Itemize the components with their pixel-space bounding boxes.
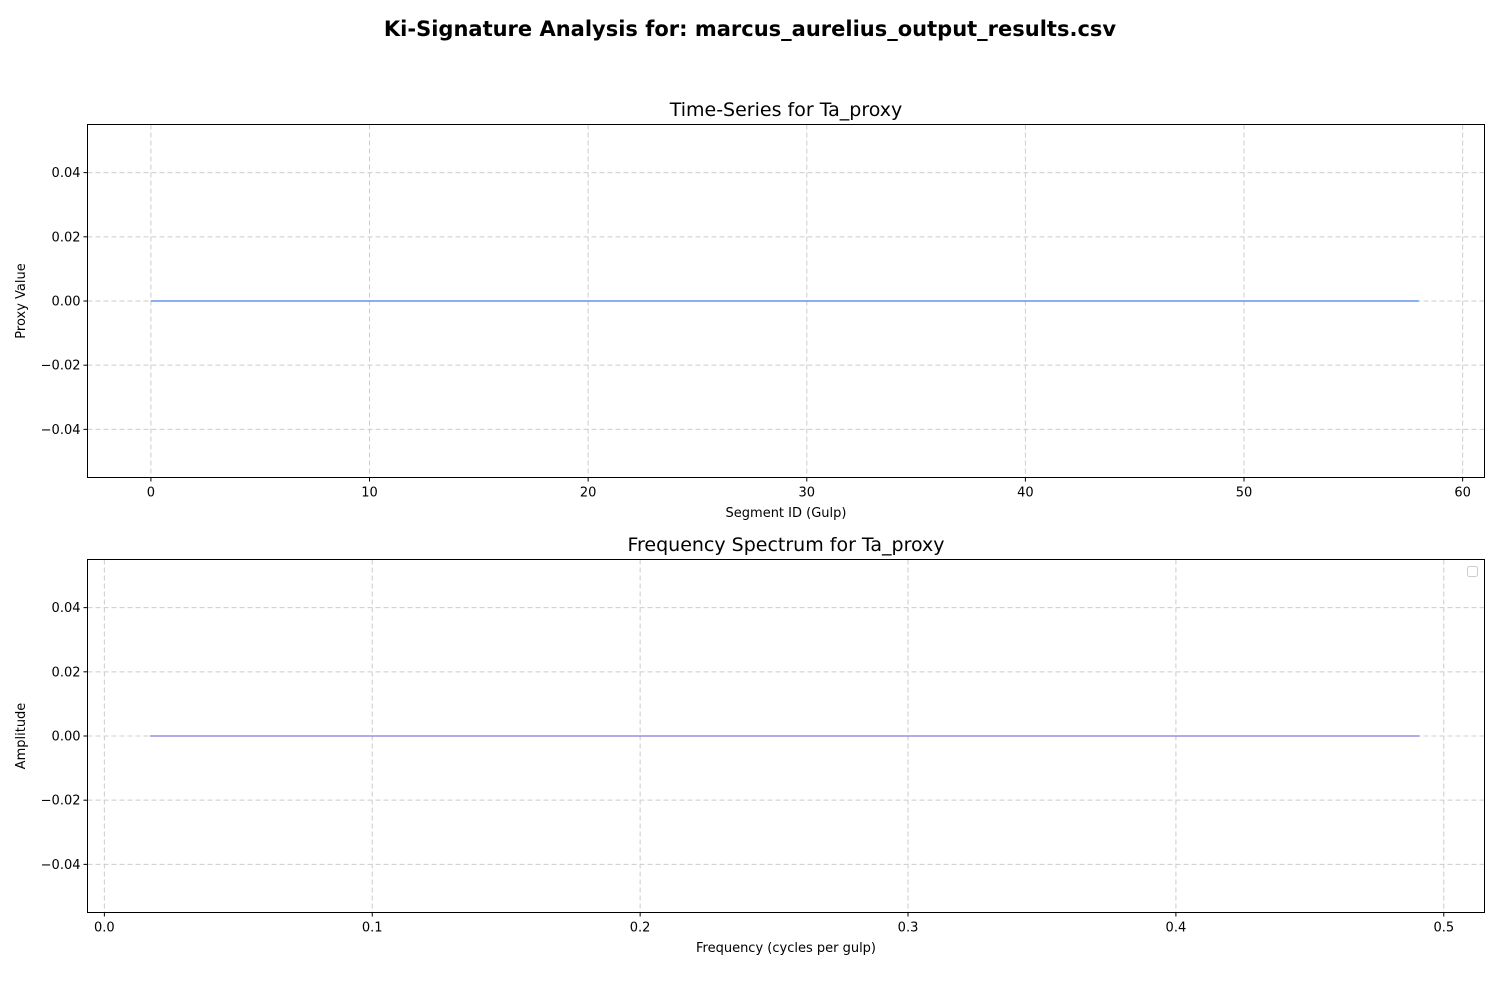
frequency-spectrum-x-tick-label: 0.5 bbox=[1433, 921, 1454, 936]
frequency-spectrum-y-tick-label: 0.02 bbox=[52, 665, 81, 680]
time-series-y-axis-label: Proxy Value bbox=[14, 263, 29, 338]
frequency-spectrum-y-tick-label: 0.00 bbox=[52, 730, 81, 745]
frequency-spectrum-x-tick-label: 0.0 bbox=[94, 921, 115, 936]
time-series-x-tick-label: 0 bbox=[147, 486, 155, 501]
time-series-x-tick-label: 50 bbox=[1236, 486, 1253, 501]
frequency-spectrum-x-ticks: 0.0 0.1 0.2 0.3 0.4 0.5 bbox=[94, 912, 1454, 936]
frequency-spectrum-y-tick-label: −0.04 bbox=[41, 858, 81, 873]
frequency-spectrum-x-tick-label: 0.2 bbox=[630, 921, 651, 936]
frequency-spectrum-y-tick-label: −0.02 bbox=[41, 794, 81, 809]
frequency-spectrum-x-tick-label: 0.4 bbox=[1166, 921, 1187, 936]
frequency-spectrum-x-tick-label: 0.3 bbox=[898, 921, 919, 936]
time-series-y-tick-label: −0.04 bbox=[41, 423, 81, 438]
frequency-spectrum-panel: Frequency Spectrum for Ta_proxy 0.0 0.1 0.… bbox=[14, 534, 1485, 956]
time-series-y-tick-label: −0.02 bbox=[41, 359, 81, 374]
time-series-x-tick-label: 60 bbox=[1454, 486, 1471, 501]
time-series-x-ticks: 0 10 20 30 40 50 60 bbox=[147, 477, 1471, 501]
time-series-y-ticks: −0.04 −0.02 0.00 0.02 0.04 bbox=[41, 166, 88, 438]
frequency-spectrum-y-tick-label: 0.04 bbox=[52, 601, 81, 616]
time-series-x-tick-label: 30 bbox=[798, 486, 815, 501]
time-series-x-tick-label: 10 bbox=[361, 486, 378, 501]
frequency-spectrum-x-tick-label: 0.1 bbox=[362, 921, 383, 936]
time-series-title: Time-Series for Ta_proxy bbox=[669, 99, 903, 121]
time-series-x-tick-label: 40 bbox=[1017, 486, 1034, 501]
figure-title: Ki-Signature Analysis for: marcus_aureli… bbox=[384, 17, 1116, 41]
frequency-spectrum-x-axis-label: Frequency (cycles per gulp) bbox=[696, 941, 876, 956]
time-series-y-tick-label: 0.00 bbox=[52, 295, 81, 310]
time-series-panel: Time-Series for Ta_proxy 0 10 20 30 40 50 60 −… bbox=[14, 99, 1485, 521]
frequency-spectrum-title: Frequency Spectrum for Ta_proxy bbox=[627, 534, 944, 556]
time-series-x-axis-label: Segment ID (Gulp) bbox=[726, 506, 847, 521]
frequency-spectrum-y-ticks: −0.04 −0.02 0.00 0.02 0.04 bbox=[41, 601, 88, 873]
frequency-spectrum-y-axis-label: Amplitude bbox=[14, 703, 29, 770]
time-series-y-tick-label: 0.02 bbox=[52, 230, 81, 245]
time-series-y-tick-label: 0.04 bbox=[52, 166, 81, 181]
time-series-x-tick-label: 20 bbox=[580, 486, 597, 501]
frequency-spectrum-legend-box bbox=[1467, 566, 1478, 577]
